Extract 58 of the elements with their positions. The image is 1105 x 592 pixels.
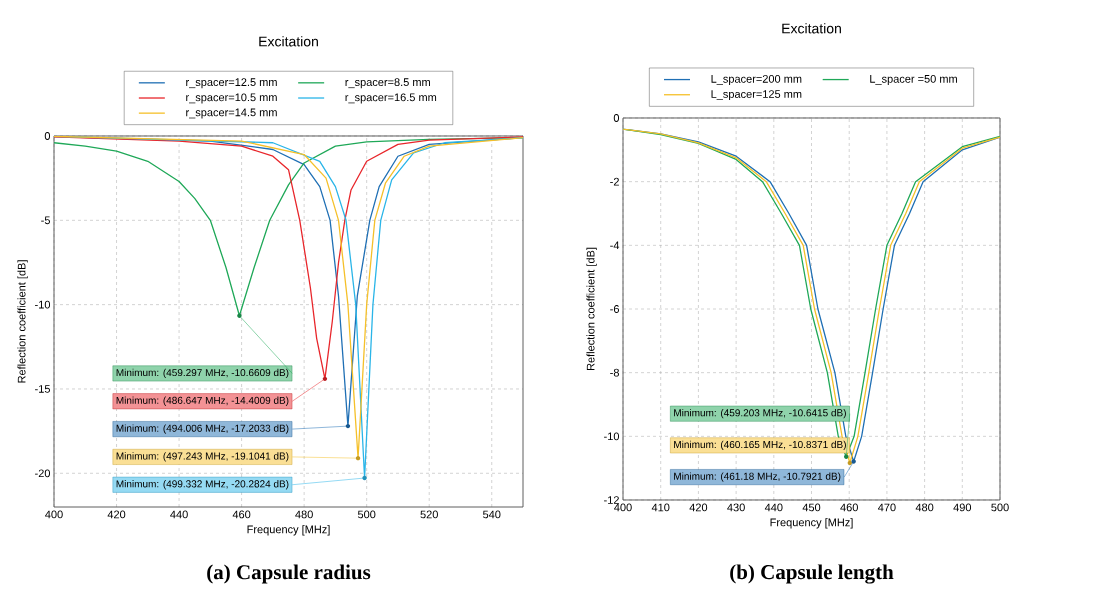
x-tick-label: 500 xyxy=(357,510,376,519)
point xyxy=(345,423,351,429)
point xyxy=(322,376,328,382)
x-tick-label: 520 xyxy=(420,510,438,519)
legend-label: r_spacer=8.5 mm xyxy=(345,78,430,89)
x-tick-label: 490 xyxy=(953,503,972,512)
annotation: Minimum: (459.203 MHz, -10.6415 dB) xyxy=(674,409,846,419)
x-tick-label: 460 xyxy=(840,503,858,512)
x-tick-label: 500 xyxy=(991,503,1009,512)
y-tick-label: -2 xyxy=(610,177,619,186)
point xyxy=(362,475,367,481)
x-tick-label: 420 xyxy=(689,503,708,512)
y-axis-title: Reflection coefficient [dB] xyxy=(17,260,28,383)
legend-label: r_spacer=16.5 mm xyxy=(345,93,437,104)
legend-label: L_spacer=200 mm xyxy=(711,74,802,85)
y-tick-label: 0 xyxy=(613,114,620,122)
legend-label: r_spacer=10.5 mm xyxy=(186,93,277,104)
y-tick-label: -10 xyxy=(604,432,620,441)
x-axis-title: Frequency [MHz] xyxy=(770,518,853,529)
x-tick-label: 410 xyxy=(651,503,670,512)
annotation: Minimum: (494.006 MHz, -17.2033 dB) xyxy=(116,424,289,434)
legend-label: L_spacer=125 mm xyxy=(711,90,802,101)
annotation: Minimum: (486.647 MHz, -14.4009 dB) xyxy=(116,396,289,406)
y-tick-label: -20 xyxy=(35,469,51,478)
annotation: Minimum: (460.165 MHz, -10.8371 dB) xyxy=(674,440,846,451)
x-tick-label: 480 xyxy=(915,503,934,512)
x-tick-label: 420 xyxy=(107,510,126,519)
y-tick-label: -10 xyxy=(35,300,51,309)
x-tick-label: 450 xyxy=(802,503,821,512)
x-tick-label: 470 xyxy=(877,503,896,512)
y-tick-label: -6 xyxy=(610,305,619,313)
x-tick-label: 440 xyxy=(764,503,783,512)
chart-title: Excitation xyxy=(782,23,841,34)
x-tick-label: 400 xyxy=(614,503,632,512)
y-axis-title: Reflection coefficient [dB] xyxy=(586,247,597,371)
annotation: Minimum: (497.243 MHz, -19.1041 dB) xyxy=(116,452,289,462)
legend-label: r_spacer=12.5 mm xyxy=(186,78,277,89)
legend-label: r_spacer=14.5 mm xyxy=(186,108,277,119)
annotation: Minimum: (461.18 MHz, -10.7921 dB) xyxy=(674,472,841,482)
legend-label: L_spacer =50 mm xyxy=(870,74,957,85)
x-tick-label: 430 xyxy=(727,503,745,512)
y-tick-label: -4 xyxy=(610,241,620,250)
chart-title: Excitation xyxy=(259,36,318,47)
x-tick-label: 460 xyxy=(232,510,251,519)
annotation: Minimum: (459.297 MHz, -10.6609 dB) xyxy=(116,368,289,379)
y-tick-label: -8 xyxy=(610,368,619,377)
y-tick-label: -12 xyxy=(604,496,619,504)
x-tick-label: 440 xyxy=(170,510,188,519)
x-tick-label: 480 xyxy=(295,510,313,519)
annotation: Minimum: (499.332 MHz, -20.2824 dB) xyxy=(116,480,289,490)
x-tick-label: 400 xyxy=(45,510,63,519)
text: (b) Capsule length xyxy=(730,564,894,584)
x-tick-label: 540 xyxy=(483,510,501,519)
x-axis-title: Frequency [MHz] xyxy=(247,525,330,536)
y-tick-label: -15 xyxy=(35,385,50,393)
text: (a) Capsule radius xyxy=(207,564,371,584)
y-tick-label: 0 xyxy=(44,132,51,140)
y-tick-label: -5 xyxy=(41,216,50,225)
